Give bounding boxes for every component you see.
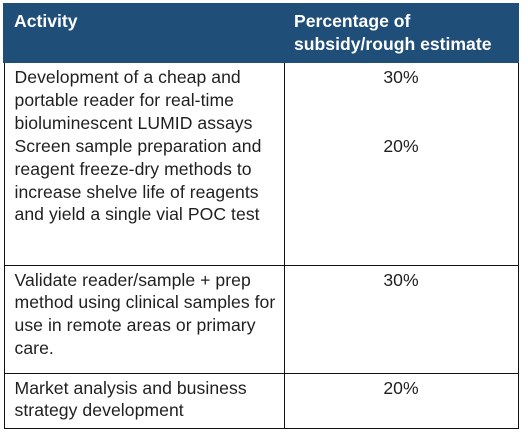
header-activity: Activity [3,3,285,63]
header-percentage: Percentage of subsidy/rough estimate [283,3,519,63]
activity-text: Validate reader/sample + prep method usi… [14,269,276,358]
percentage-cell: 20% [283,372,519,429]
table-header-row: Activity Percentage of subsidy/rough est… [3,3,519,63]
percentage-value: 30% [383,269,419,290]
activity-cell: Development of a cheap and portable read… [3,61,285,266]
percentage-value: 20% [383,136,419,156]
activity-text: Development of a cheap and portable read… [14,67,253,133]
percentage-cell: 30% [283,264,519,374]
activity-text: Screen sample preparation and reagent fr… [14,136,262,225]
subsidy-table: Activity Percentage of subsidy/rough est… [3,3,519,429]
percentage-cell: 30% 20% [283,61,519,266]
activity-cell: Validate reader/sample + prep method usi… [3,264,285,374]
table-row: Market analysis and business strategy de… [3,372,519,429]
table-row: Validate reader/sample + prep method usi… [3,264,519,374]
table-row: Development of a cheap and portable read… [3,61,519,266]
activity-cell: Market analysis and business strategy de… [3,372,285,429]
activity-text: Market analysis and business strategy de… [14,377,247,421]
percentage-value: 30% [383,67,419,87]
percentage-value: 20% [383,377,419,398]
